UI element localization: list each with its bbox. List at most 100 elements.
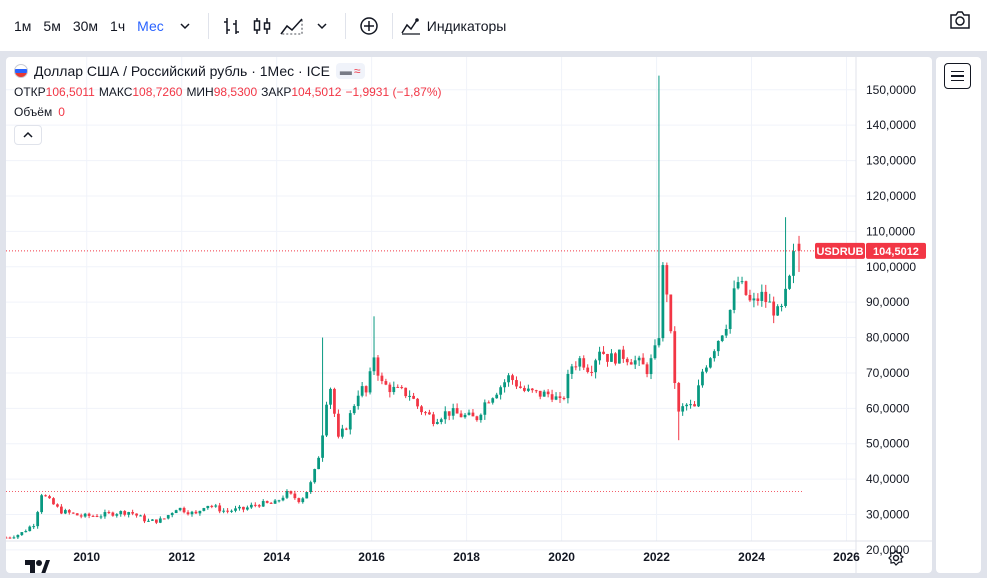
collapse-legend-chevron-up-icon[interactable]: [14, 125, 42, 145]
y-tick-label: 110,0000: [866, 224, 915, 238]
interval-month[interactable]: Мес: [137, 17, 164, 34]
candle-body: [404, 387, 408, 397]
candle-body: [277, 500, 281, 502]
volume-indicator[interactable]: Объём 0: [14, 105, 65, 119]
candle-body: [32, 526, 36, 528]
last-price-tag: USDRUB 104,5012: [815, 242, 926, 259]
candle-body: [380, 375, 384, 382]
candle-body: [412, 395, 415, 399]
candle-body: [71, 512, 75, 514]
candle-body: [463, 414, 467, 418]
candle-body: [63, 510, 67, 514]
compare-add-symbol-icon[interactable]: [354, 10, 384, 42]
candles-chart-style-icon[interactable]: [247, 10, 277, 42]
candle-body: [226, 510, 229, 512]
candle-body: [87, 513, 91, 516]
candle-body: [281, 497, 285, 501]
candle-body: [697, 385, 700, 407]
candle-body: [242, 506, 245, 510]
candle-body: [479, 414, 483, 421]
candle-body: [222, 510, 226, 512]
tradingview-logo-icon[interactable]: [24, 559, 50, 573]
candle-body: [52, 498, 55, 505]
candle-body: [400, 387, 404, 389]
toolbar-divider: [344, 12, 346, 39]
candle-body: [384, 381, 388, 385]
candle-body: [578, 358, 582, 367]
candle-body: [344, 428, 348, 430]
candle-body: [91, 515, 95, 517]
price-chart[interactable]: 20,0000 30,0000 40,0000 50,0000 60,0000 70,00…: [6, 57, 932, 573]
candle-body: [590, 371, 594, 373]
indicators-button[interactable]: Индикаторы: [401, 17, 506, 35]
candle-body: [135, 513, 138, 516]
candle-body: [206, 505, 210, 509]
candle-body: [230, 510, 233, 512]
symbol-title[interactable]: Доллар США / Российский рубль · 1Мес · I…: [34, 63, 330, 79]
candle-body: [139, 515, 142, 517]
candle-body: [780, 305, 783, 307]
candle-body: [570, 366, 574, 374]
object-tree-menu-icon[interactable]: [944, 63, 971, 89]
candle-body: [554, 396, 558, 400]
y-tick-label: 20,0000: [866, 543, 910, 557]
candle-body: [265, 501, 269, 503]
candle-body: [20, 532, 24, 535]
candle-body: [158, 518, 162, 523]
candle-body: [372, 357, 376, 372]
candle-body: [653, 345, 657, 359]
x-tick-label: 2012: [168, 550, 195, 564]
candle-body: [657, 338, 661, 346]
y-tick-label: 50,0000: [866, 437, 910, 451]
bar-chart-style-icon[interactable]: [217, 10, 247, 42]
candle-body: [617, 349, 621, 364]
candle-body: [234, 508, 237, 511]
x-tick-label: 2010: [73, 550, 100, 564]
x-tick-label: 2014: [263, 550, 290, 564]
candle-body: [147, 520, 150, 522]
interval-1m[interactable]: 1м: [14, 17, 32, 34]
candle-body: [79, 515, 83, 517]
candle-body: [582, 358, 586, 368]
candle-body: [542, 391, 546, 397]
interval-5m[interactable]: 5м: [43, 17, 61, 34]
candle-body: [44, 495, 47, 497]
candle-body: [99, 516, 103, 518]
candle-body: [511, 375, 514, 381]
candle-body: [333, 388, 336, 414]
candle-body: [249, 504, 253, 508]
wave-icon: ≈: [353, 64, 361, 78]
candle-body: [368, 371, 372, 393]
chart-style-chevron-down-icon[interactable]: [307, 10, 337, 42]
candle-body: [519, 386, 522, 388]
candle-body: [111, 512, 115, 516]
candle-body: [8, 537, 12, 539]
candle-body: [720, 335, 724, 341]
candle-body: [530, 388, 534, 391]
area-chart-style-icon[interactable]: [277, 10, 307, 42]
candle-body: [455, 408, 459, 414]
candle-body: [115, 514, 119, 516]
candle-body: [495, 394, 499, 399]
interval-30m[interactable]: 30м: [72, 17, 99, 34]
candle-body: [67, 510, 71, 513]
chart-panel[interactable]: 20,0000 30,0000 40,0000 50,0000 60,0000 70,00…: [6, 57, 932, 573]
candle-body: [194, 511, 198, 514]
screenshot-camera-icon[interactable]: [949, 10, 971, 35]
candle-body: [198, 510, 202, 514]
interval-1h[interactable]: 1ч: [110, 17, 126, 34]
candle-body: [483, 402, 487, 415]
candle-body: [424, 412, 427, 414]
candle-body: [202, 508, 206, 511]
candle-body: [756, 298, 760, 301]
market-status-badge[interactable]: ▬ ≈: [335, 63, 365, 79]
candle-body: [396, 386, 400, 388]
candle-body: [708, 358, 712, 368]
y-tick-label: 120,0000: [866, 189, 916, 203]
change-value: −1,9931 (−1,87%): [345, 85, 442, 99]
chart-settings-gear-icon[interactable]: [888, 550, 904, 571]
last-price-symbol: USDRUB: [816, 246, 863, 258]
candle-body: [661, 265, 665, 339]
candle-body: [360, 386, 364, 396]
intervals-dropdown-chevron-down-icon[interactable]: [170, 10, 200, 42]
